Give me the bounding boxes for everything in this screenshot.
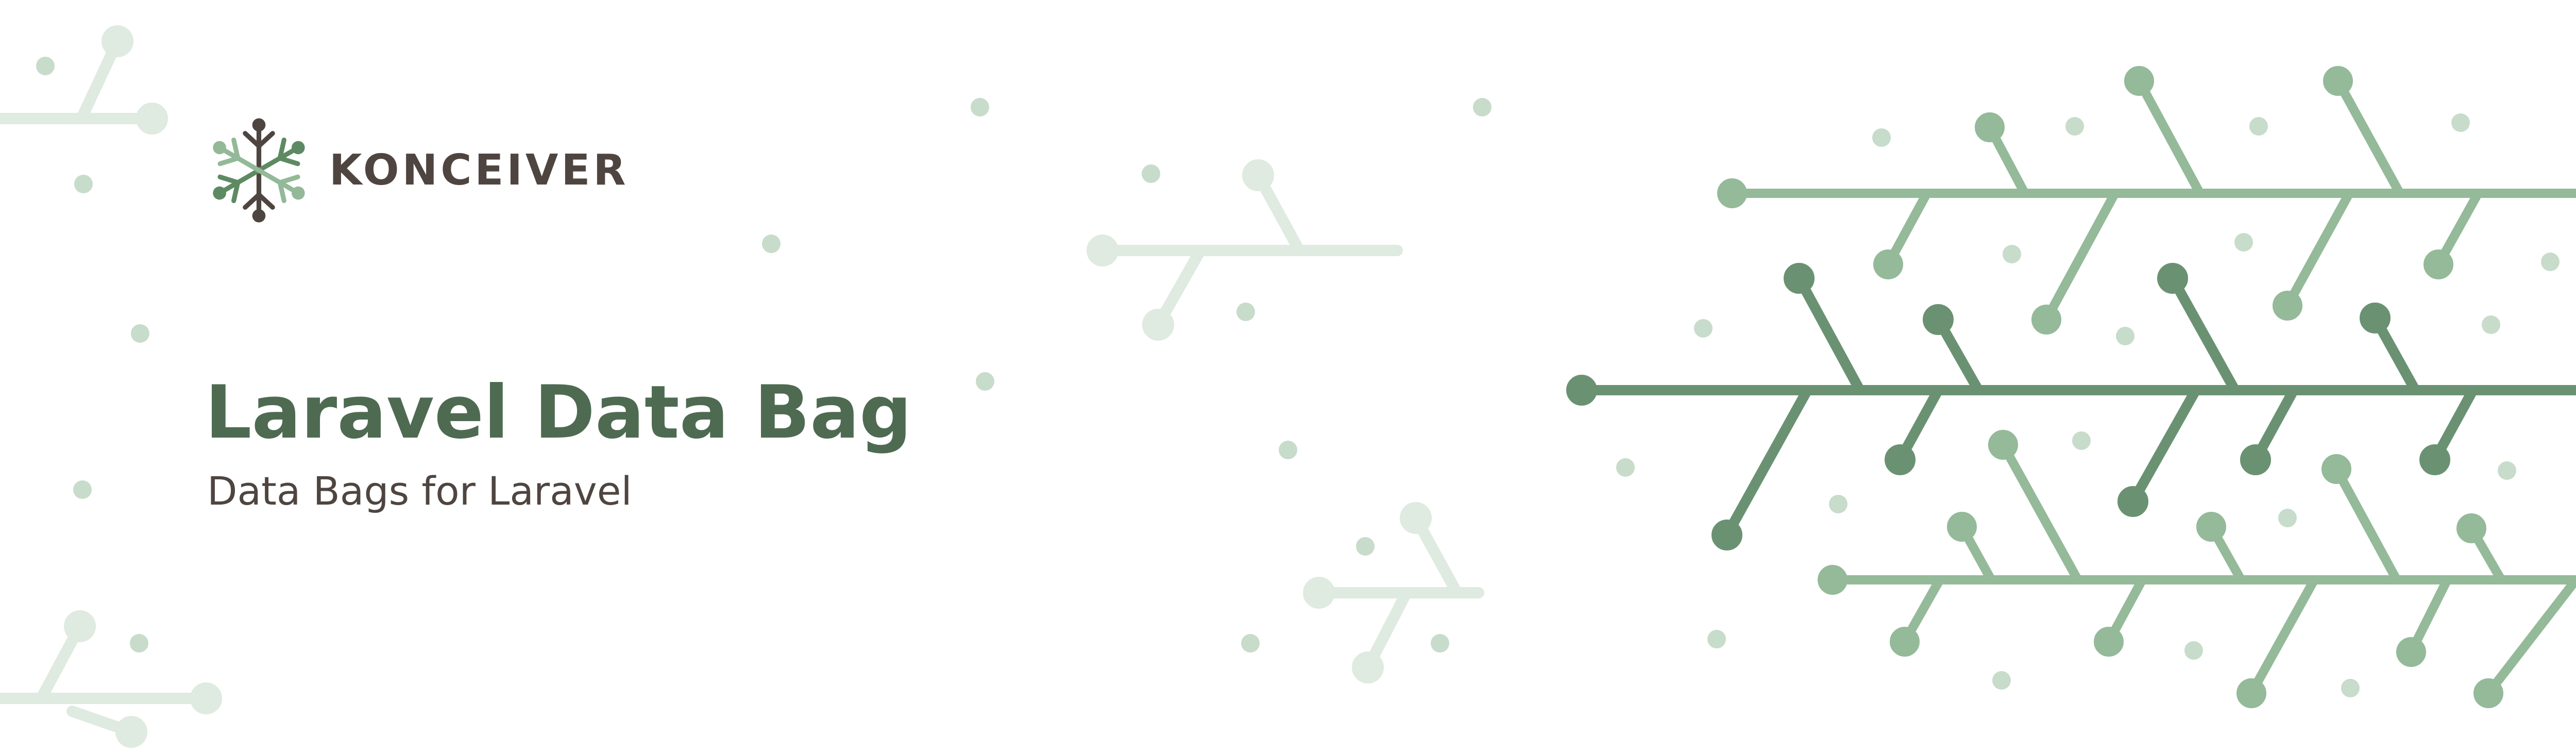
konceiver-snowflake-icon bbox=[213, 118, 305, 223]
branch-network-dark bbox=[1566, 263, 2576, 550]
brand-name: KONCEIVER bbox=[329, 146, 629, 195]
branch-network-light bbox=[1717, 66, 2576, 708]
faint-branches bbox=[0, 25, 1484, 748]
brand-logo[interactable]: KONCEIVER bbox=[206, 118, 629, 223]
scatter-dots bbox=[36, 57, 2560, 697]
page-subtitle: Data Bags for Laravel bbox=[207, 468, 632, 514]
page-title: Laravel Data Bag bbox=[205, 370, 912, 455]
